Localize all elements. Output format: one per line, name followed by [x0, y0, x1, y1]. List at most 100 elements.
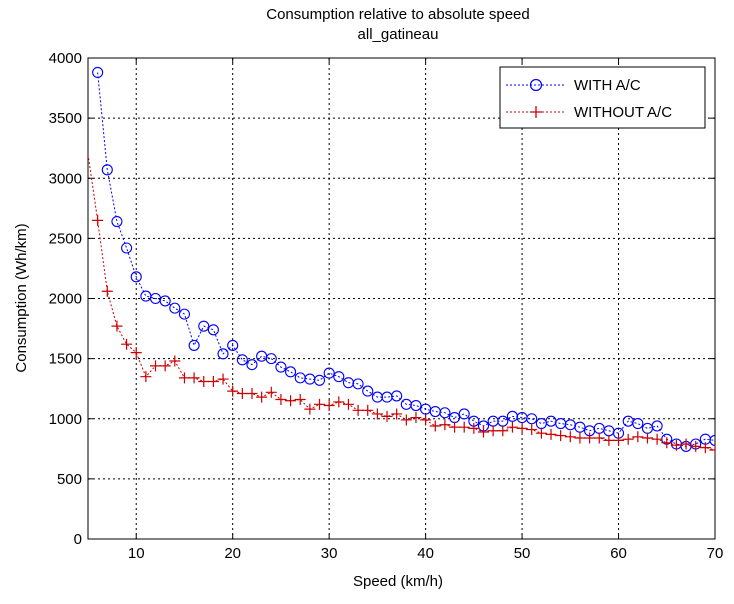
data-point-with-a-c	[111, 215, 123, 228]
legend: WITH A/C WITHOUT A/C	[499, 66, 706, 129]
legend-label-with-ac: WITH A/C	[574, 77, 641, 94]
data-point-with-a-c	[159, 295, 171, 307]
data-point-without-a-c	[468, 422, 480, 434]
data-point-without-a-c	[661, 437, 673, 449]
data-point-without-a-c	[198, 375, 210, 387]
y-axis-label: Consumption (Wh/km)	[13, 223, 30, 372]
data-point-without-a-c	[535, 427, 547, 439]
data-point-without-a-c	[333, 396, 345, 408]
data-point-without-a-c	[555, 430, 567, 442]
data-point-without-a-c	[159, 360, 171, 372]
series-line-with-a-c	[97, 72, 715, 447]
data-point-with-a-c	[169, 302, 181, 314]
data-point-without-a-c	[391, 408, 403, 420]
data-point-with-a-c	[188, 339, 200, 351]
series-layer	[88, 66, 715, 456]
data-point-without-a-c	[169, 355, 181, 367]
data-point-without-a-c	[449, 421, 461, 433]
y-tick-label: 0	[74, 531, 82, 548]
data-point-without-a-c	[709, 444, 715, 456]
data-point-without-a-c	[584, 432, 596, 444]
data-point-without-a-c	[323, 400, 335, 412]
data-point-without-a-c	[632, 431, 644, 443]
data-point-without-a-c	[506, 421, 518, 433]
data-point-without-a-c	[352, 404, 364, 416]
chart-subtitle: all_gatineau	[358, 26, 439, 43]
data-point-with-a-c	[92, 66, 104, 78]
data-point-without-a-c	[362, 404, 374, 416]
data-point-with-a-c	[362, 385, 374, 397]
y-tick-label: 2000	[49, 291, 82, 308]
data-point-without-a-c	[410, 412, 422, 424]
data-point-with-a-c	[217, 348, 229, 360]
data-point-without-a-c	[603, 434, 615, 446]
x-tick-label: 30	[321, 545, 338, 562]
x-axis-label: Speed (km/h)	[353, 573, 443, 590]
data-point-without-a-c	[458, 421, 470, 433]
plot-area	[88, 58, 715, 539]
data-point-without-a-c	[150, 360, 162, 372]
data-point-without-a-c	[188, 372, 200, 384]
series-without-a-c	[88, 154, 715, 456]
data-point-without-a-c	[342, 398, 354, 410]
data-point-with-a-c	[207, 324, 219, 336]
data-point-without-a-c	[217, 373, 229, 385]
data-point-without-a-c	[497, 425, 509, 437]
y-axis: 0 500 1000 1500 2000 2500 3000 3500 4000	[49, 50, 715, 548]
chart-title: Consumption relative to absolute speed	[266, 6, 530, 23]
data-point-with-a-c	[709, 434, 715, 446]
y-tick-label: 500	[57, 471, 82, 488]
data-point-without-a-c	[574, 432, 586, 444]
data-point-without-a-c	[641, 432, 653, 444]
y-tick-label: 4000	[49, 50, 82, 67]
x-tick-label: 40	[417, 545, 434, 562]
legend-box	[499, 66, 706, 129]
data-point-with-a-c	[227, 339, 239, 351]
data-point-with-a-c	[178, 308, 191, 320]
data-point-without-a-c	[92, 214, 104, 226]
data-point-without-a-c	[670, 439, 682, 451]
data-point-without-a-c	[294, 394, 306, 406]
x-tick-label: 20	[224, 545, 241, 562]
data-point-without-a-c	[420, 414, 432, 426]
data-point-with-a-c	[285, 366, 297, 378]
data-point-with-a-c	[632, 418, 644, 430]
y-tick-label: 2500	[49, 230, 82, 247]
data-point-without-a-c	[487, 425, 499, 437]
data-point-without-a-c	[564, 431, 576, 443]
data-point-without-a-c	[140, 371, 152, 383]
y-tick-label: 1500	[49, 351, 82, 368]
data-point-with-a-c	[313, 374, 326, 386]
data-point-with-a-c	[246, 359, 258, 371]
data-point-without-a-c	[680, 438, 692, 450]
y-tick-label: 1000	[49, 411, 82, 428]
data-point-with-a-c	[236, 354, 248, 366]
data-point-without-a-c	[265, 386, 277, 398]
data-point-without-a-c	[429, 420, 441, 432]
data-point-without-a-c	[227, 385, 239, 397]
data-point-with-a-c	[526, 413, 538, 425]
data-point-without-a-c	[690, 440, 702, 452]
data-point-with-a-c	[265, 353, 277, 365]
data-point-with-a-c	[458, 408, 470, 420]
data-point-without-a-c	[516, 422, 528, 434]
data-point-with-a-c	[130, 271, 142, 283]
data-point-with-a-c	[101, 164, 113, 176]
data-point-without-a-c	[613, 434, 625, 446]
data-point-with-a-c	[198, 320, 210, 332]
data-point-without-a-c	[381, 410, 393, 422]
x-axis: 10 20 30 40 50 60 70	[128, 58, 723, 562]
data-point-without-a-c	[236, 387, 248, 399]
data-point-without-a-c	[256, 391, 268, 403]
legend-marker-without-ac	[530, 106, 542, 118]
legend-label-without-ac: WITHOUT A/C	[574, 104, 672, 121]
data-point-with-a-c	[651, 420, 663, 432]
data-point-with-a-c	[410, 399, 422, 412]
data-point-with-a-c	[333, 371, 345, 383]
data-point-without-a-c	[121, 338, 133, 350]
data-point-without-a-c	[275, 394, 287, 406]
data-point-without-a-c	[207, 375, 219, 387]
x-tick-label: 50	[514, 545, 531, 562]
data-point-without-a-c	[526, 424, 538, 436]
